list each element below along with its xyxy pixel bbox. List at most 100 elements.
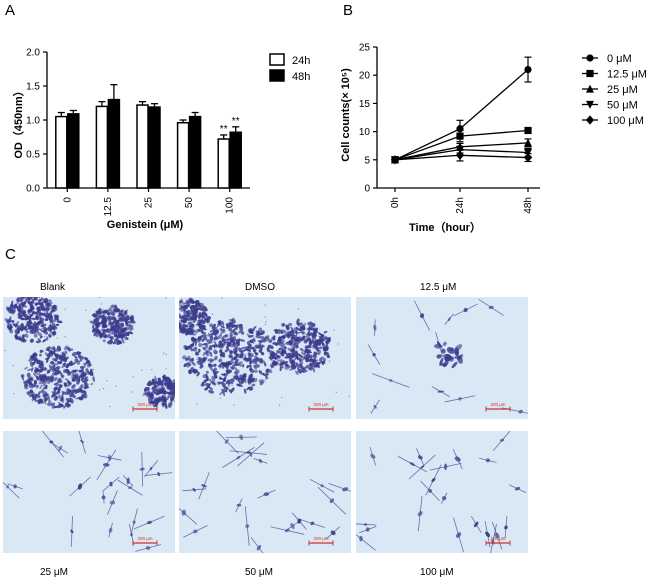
colony-cell [24, 366, 28, 370]
colony-cell [112, 326, 117, 332]
colony-cell [39, 328, 45, 333]
debris-dot [279, 369, 281, 371]
colony-cell [325, 342, 329, 348]
debris-dot [99, 389, 101, 391]
colony-cell [180, 319, 186, 323]
colony-cell [320, 356, 324, 360]
chart-a-xtick-label: 100 [225, 197, 236, 214]
colony-cell [38, 298, 42, 302]
colony-cell [23, 381, 28, 384]
colony-cell [179, 324, 183, 328]
colony-cell [228, 389, 233, 394]
colony-cell [316, 341, 321, 346]
debris-dot [196, 403, 198, 405]
cell [330, 530, 336, 536]
debris-dot [165, 354, 167, 356]
colony-cell [54, 348, 60, 352]
colony-cell [285, 324, 288, 329]
colony-cell [124, 326, 130, 331]
colony-cell [194, 341, 198, 347]
colony-cell [301, 357, 305, 361]
colony-cell [307, 330, 310, 334]
colony-cell [48, 301, 53, 305]
chart-a-xtick-label: 50 [184, 197, 195, 209]
debris-dot [64, 336, 66, 338]
colony-cell [123, 309, 129, 313]
colony-cell [92, 328, 96, 333]
colony-cell [191, 361, 196, 366]
colony-cell [36, 306, 41, 312]
colony-cell [237, 384, 244, 387]
cell [437, 390, 445, 393]
colony-cell [222, 334, 228, 339]
colony-cell [71, 389, 74, 395]
cluster-cell [456, 355, 463, 364]
colony-cell [18, 303, 21, 308]
colony-cell [246, 387, 250, 391]
colony-cell [46, 336, 49, 341]
cell [139, 467, 145, 471]
debris-dot [15, 303, 17, 306]
colony-cell [52, 402, 56, 406]
colony-cell [304, 348, 307, 354]
colony-cell [295, 362, 299, 367]
chart-b-ytick-label: 10 [359, 127, 371, 138]
colony-cell [241, 331, 245, 335]
colony-cell [219, 377, 224, 380]
colony-cell [56, 320, 63, 324]
debris-dot [297, 308, 300, 310]
colony-cell [150, 389, 156, 395]
colony-cell [35, 372, 42, 376]
cell [236, 455, 241, 460]
cell [514, 486, 521, 491]
colony-cell [272, 353, 278, 357]
colony-cell [106, 339, 111, 344]
colony-cell [173, 385, 175, 389]
colony-cell [57, 361, 63, 365]
colony-cell [229, 319, 234, 322]
colony-cell [281, 345, 287, 350]
colony-cell [167, 382, 171, 386]
colony-cell [89, 368, 93, 373]
cell [258, 458, 263, 463]
cell [500, 438, 505, 442]
colony-cell [227, 321, 232, 327]
colony-cell [195, 351, 198, 356]
cluster-cell [454, 350, 460, 356]
colony-cell [16, 321, 20, 325]
cell [126, 477, 130, 485]
colony-cell [47, 304, 53, 308]
colony-cell [31, 329, 36, 335]
debris-dot [213, 324, 215, 326]
colony-cell [327, 336, 331, 343]
colony-cell [76, 378, 81, 382]
colony-cell [322, 357, 326, 364]
bar-24h-50 [176, 121, 190, 189]
cell [329, 498, 335, 504]
colony-cell [185, 324, 189, 328]
colony-cell [197, 337, 202, 343]
colony-cell [66, 390, 72, 395]
cell [201, 484, 207, 488]
colony-cell [278, 342, 285, 347]
cell [447, 317, 451, 322]
cell [365, 527, 370, 532]
colony-cell [232, 328, 236, 334]
cell [77, 483, 83, 490]
colony-cell [254, 369, 258, 373]
bar-24h-12.5 [95, 105, 109, 189]
colony-cell [113, 336, 119, 342]
colony-cell [153, 391, 157, 395]
colony-cell [196, 372, 200, 377]
colony-cell [166, 379, 170, 384]
cell [245, 524, 250, 528]
colony-cell [115, 330, 119, 335]
legend-swatch-24h [269, 53, 285, 66]
colony-cell [117, 333, 123, 338]
colony-cell [312, 359, 317, 365]
colony-cell [35, 341, 39, 343]
bar-48h-12.5 [107, 98, 121, 189]
colony-cell [7, 325, 13, 331]
colony-cell [256, 364, 260, 368]
colony-cell [276, 355, 281, 359]
